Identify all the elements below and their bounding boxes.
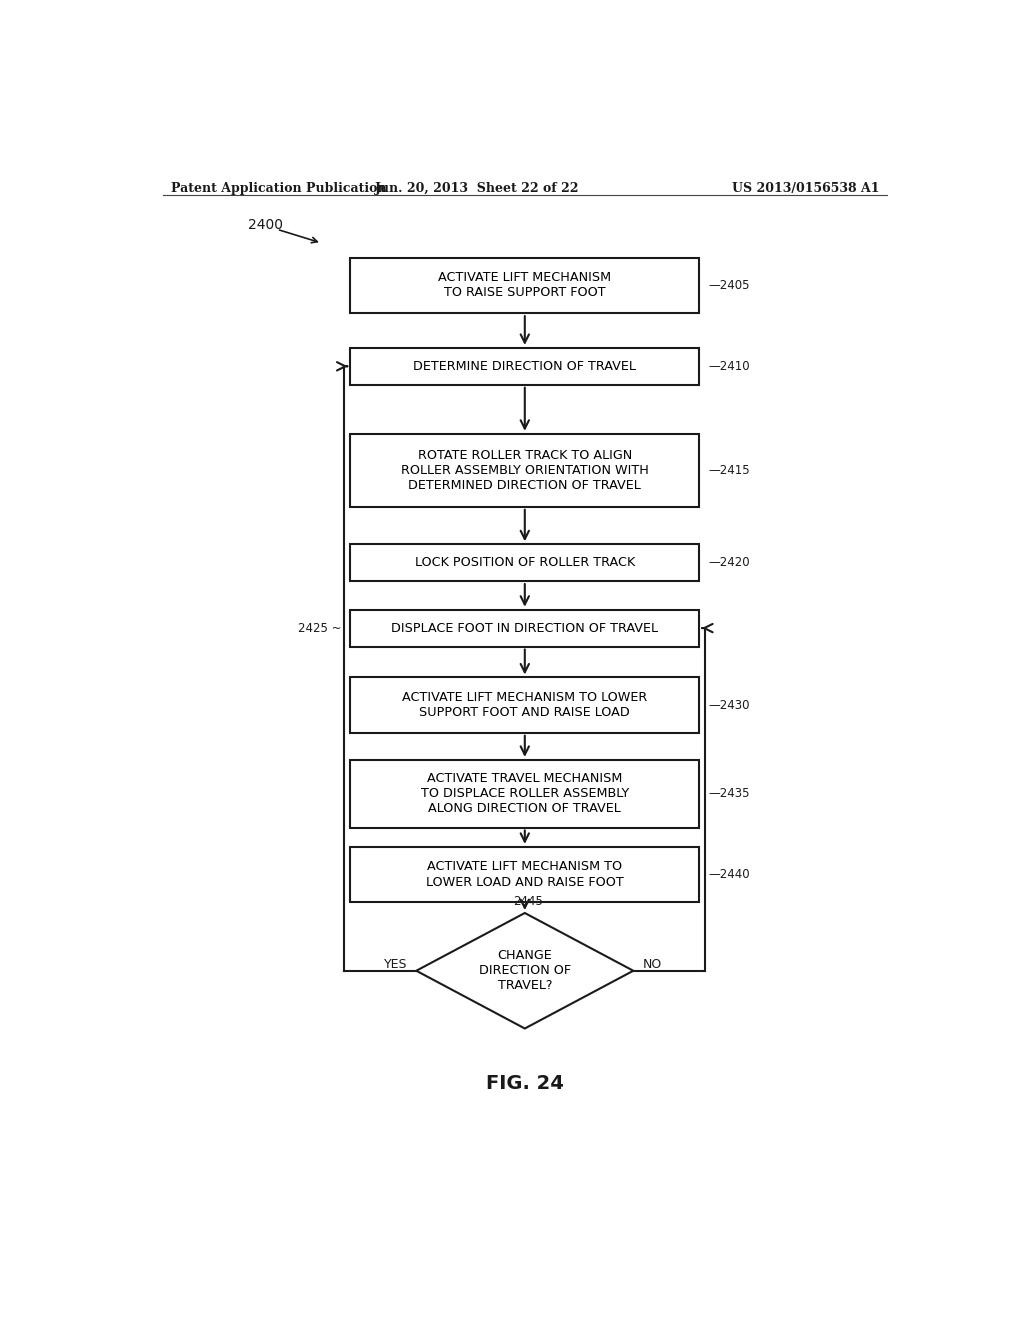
Text: Patent Application Publication: Patent Application Publication <box>171 182 386 194</box>
Text: US 2013/0156538 A1: US 2013/0156538 A1 <box>732 182 880 194</box>
FancyBboxPatch shape <box>350 257 699 313</box>
Text: ACTIVATE LIFT MECHANISM
TO RAISE SUPPORT FOOT: ACTIVATE LIFT MECHANISM TO RAISE SUPPORT… <box>438 272 611 300</box>
FancyBboxPatch shape <box>350 544 699 581</box>
Text: —2405: —2405 <box>709 279 750 292</box>
FancyBboxPatch shape <box>350 610 699 647</box>
Text: CHANGE
DIRECTION OF
TRAVEL?: CHANGE DIRECTION OF TRAVEL? <box>479 949 570 993</box>
Text: ACTIVATE LIFT MECHANISM TO LOWER
SUPPORT FOOT AND RAISE LOAD: ACTIVATE LIFT MECHANISM TO LOWER SUPPORT… <box>402 692 647 719</box>
Text: —2440: —2440 <box>709 869 751 880</box>
Text: 2425 ~: 2425 ~ <box>298 622 341 635</box>
Text: —2430: —2430 <box>709 698 750 711</box>
Text: ACTIVATE TRAVEL MECHANISM
TO DISPLACE ROLLER ASSEMBLY
ALONG DIRECTION OF TRAVEL: ACTIVATE TRAVEL MECHANISM TO DISPLACE RO… <box>421 772 629 816</box>
Text: Jun. 20, 2013  Sheet 22 of 22: Jun. 20, 2013 Sheet 22 of 22 <box>375 182 579 194</box>
Polygon shape <box>417 913 633 1028</box>
FancyBboxPatch shape <box>350 847 699 903</box>
FancyBboxPatch shape <box>350 760 699 828</box>
Text: —2410: —2410 <box>709 360 751 372</box>
Text: ROTATE ROLLER TRACK TO ALIGN
ROLLER ASSEMBLY ORIENTATION WITH
DETERMINED DIRECTI: ROTATE ROLLER TRACK TO ALIGN ROLLER ASSE… <box>400 449 649 492</box>
FancyBboxPatch shape <box>350 434 699 507</box>
Text: —2415: —2415 <box>709 463 751 477</box>
Text: —2435: —2435 <box>709 787 750 800</box>
Text: 2445: 2445 <box>513 895 543 908</box>
FancyBboxPatch shape <box>350 677 699 733</box>
Text: FIG. 24: FIG. 24 <box>485 1074 564 1093</box>
Text: NO: NO <box>643 958 662 972</box>
Text: LOCK POSITION OF ROLLER TRACK: LOCK POSITION OF ROLLER TRACK <box>415 556 635 569</box>
Text: —2420: —2420 <box>709 556 751 569</box>
FancyBboxPatch shape <box>350 348 699 385</box>
Text: DISPLACE FOOT IN DIRECTION OF TRAVEL: DISPLACE FOOT IN DIRECTION OF TRAVEL <box>391 622 658 635</box>
Text: DETERMINE DIRECTION OF TRAVEL: DETERMINE DIRECTION OF TRAVEL <box>414 360 636 372</box>
Text: ACTIVATE LIFT MECHANISM TO
LOWER LOAD AND RAISE FOOT: ACTIVATE LIFT MECHANISM TO LOWER LOAD AN… <box>426 861 624 888</box>
Text: 2400: 2400 <box>248 219 283 232</box>
Text: YES: YES <box>384 958 407 972</box>
